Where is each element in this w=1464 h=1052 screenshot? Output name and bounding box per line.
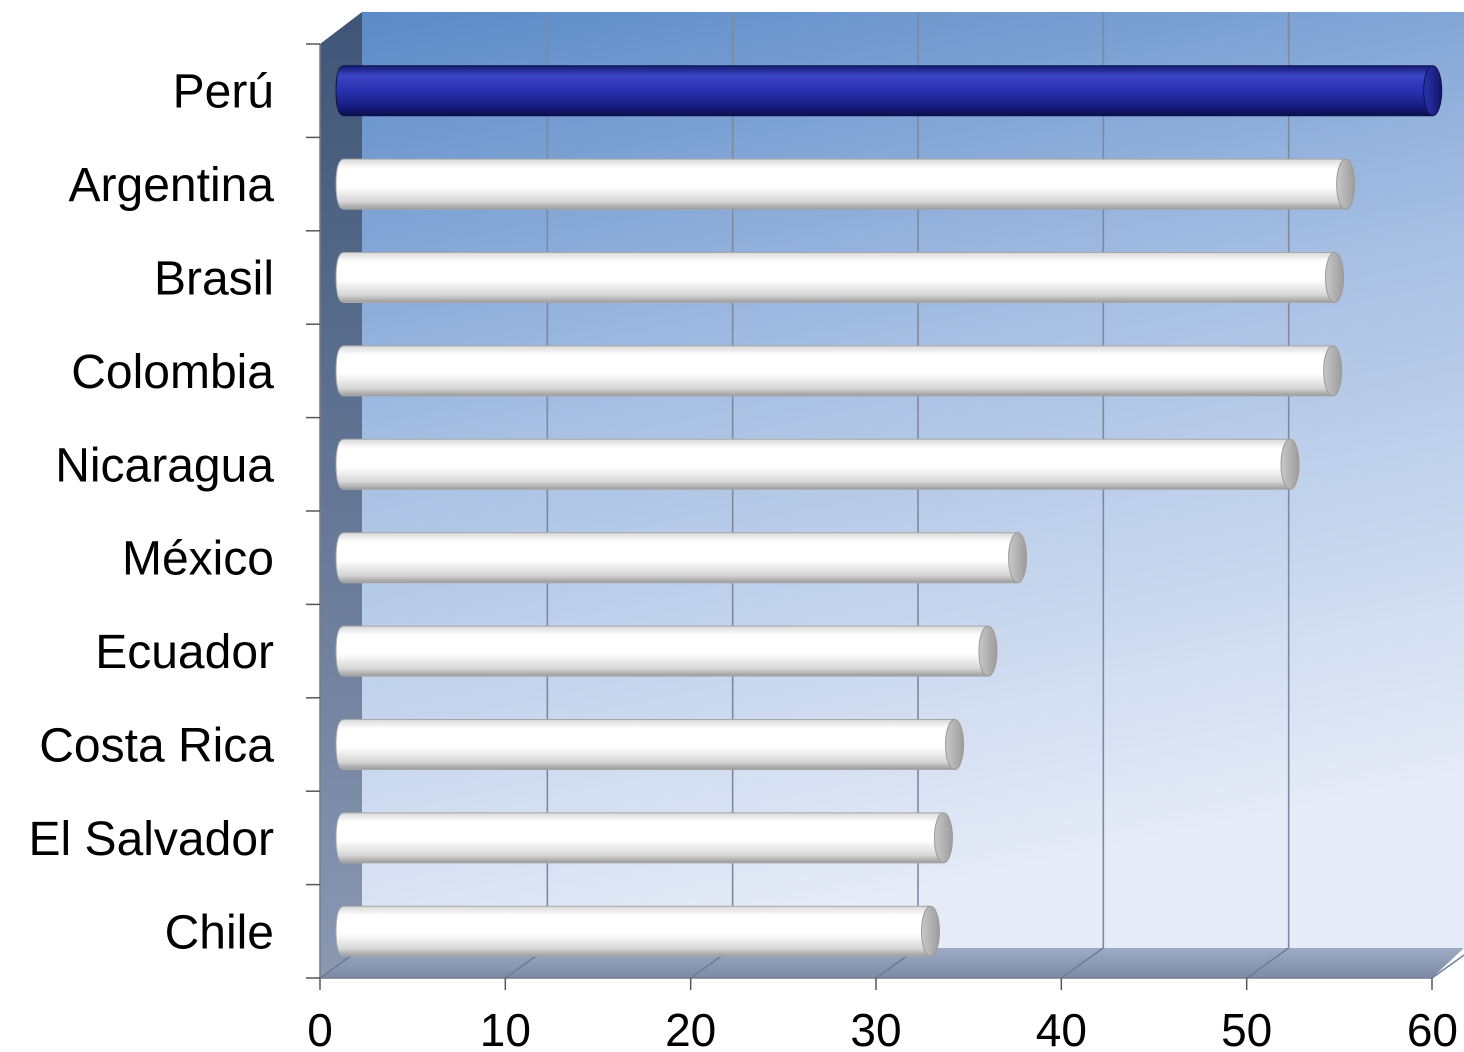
bar-mexico [335, 532, 1028, 584]
category-label-peru: Perú [173, 66, 274, 119]
x-tick-label: 10 [480, 1004, 531, 1052]
bar-colombia [335, 345, 1343, 397]
bar-end-cap [920, 905, 940, 957]
category-labels: Perú Argentina Brasil Colombia Nicaragua Méxi… [29, 66, 275, 960]
bar-end-cap [978, 625, 998, 677]
bar-peru [335, 65, 1443, 117]
x-tick-label: 0 [307, 1004, 333, 1052]
category-label-costa-rica: Costa Rica [39, 720, 274, 773]
category-label-el-salvador: El Salvador [29, 813, 274, 866]
bar-body [335, 812, 944, 864]
category-label-brasil: Brasil [154, 253, 274, 306]
bar-body [335, 532, 1019, 584]
x-tick-label: 60 [1407, 1004, 1458, 1052]
x-tick-label: 20 [665, 1004, 716, 1052]
bar-body [335, 65, 1434, 117]
category-label-colombia: Colombia [71, 346, 274, 399]
bar-body [335, 345, 1334, 397]
category-label-chile: Chile [165, 906, 274, 959]
bar-body [335, 625, 989, 677]
bar-end-cap [1280, 438, 1300, 490]
floor-gridline [1246, 947, 1290, 979]
bar-costa-rica [335, 719, 965, 770]
bar-ecuador [335, 625, 998, 677]
category-label-mexico: México [122, 533, 274, 586]
axis-ticks [306, 43, 1433, 990]
category-label-ecuador: Ecuador [95, 626, 274, 679]
bar-end-cap [1325, 252, 1345, 303]
category-label-argentina: Argentina [69, 159, 275, 212]
bar-body [335, 438, 1291, 490]
bar-end-cap [945, 719, 965, 770]
bar-body [335, 252, 1336, 303]
category-label-nicaragua: Nicaragua [55, 439, 274, 492]
floor-gridline [1060, 947, 1104, 979]
x-tick-label: 50 [1221, 1004, 1272, 1052]
bar-body [335, 905, 931, 957]
x-tick-labels: 0 10 20 30 40 50 60 [307, 1004, 1458, 1052]
floor-gridline [1431, 954, 1464, 979]
bar-end-cap [1008, 532, 1028, 584]
bars [335, 65, 1443, 957]
x-tick-label: 30 [850, 1004, 901, 1052]
bar-el-salvador [335, 812, 953, 864]
bar-end-cap [1336, 158, 1356, 210]
bar-chile [335, 905, 940, 957]
x-tick-label: 40 [1036, 1004, 1087, 1052]
bar-end-cap [1323, 345, 1343, 397]
bar-end-cap [933, 812, 953, 864]
bar-body [335, 158, 1347, 210]
bar-argentina [335, 158, 1356, 210]
bar-brasil [335, 252, 1345, 303]
bar-nicaragua [335, 438, 1300, 490]
bar-end-cap [1423, 65, 1443, 117]
bar-body [335, 719, 956, 770]
